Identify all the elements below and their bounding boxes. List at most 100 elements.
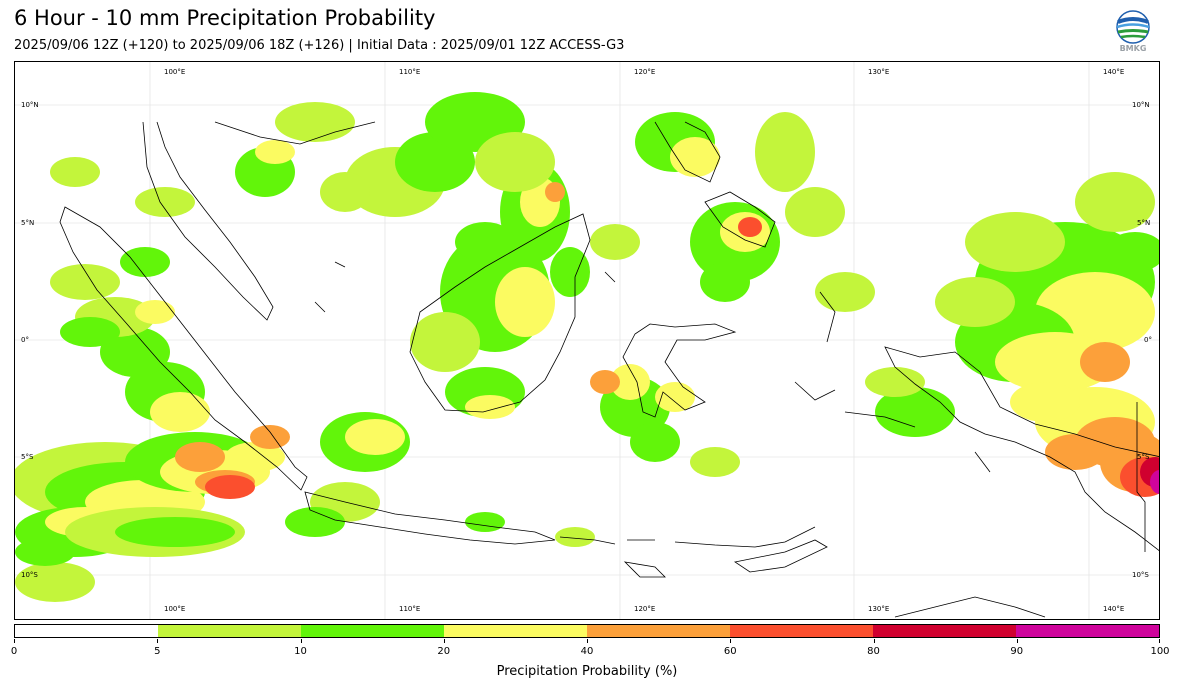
precip-cell [590,224,640,260]
coast-nusa-tenggara [559,526,816,548]
precip-cell [1075,172,1155,232]
lat-label-0-left: 0° [21,336,29,344]
lat-label-5s-left: 5°S [21,453,34,461]
precip-cell [135,187,195,217]
coast-timor [733,539,828,573]
colorbar-bin-5-10 [158,625,301,637]
precip-cell [135,300,175,324]
lon-label-100e-top: 100°E [164,68,186,76]
colorbar-tick [300,639,302,643]
map-canvas [15,62,1159,619]
lon-label-110e-top: 110°E [399,68,421,76]
bmkg-globe-logo-icon [1116,10,1150,44]
colorbar-tick [443,639,445,643]
lon-label-120e-bottom: 120°E [634,605,656,613]
colorbar-tick-label: 60 [723,646,737,657]
precip-cell [250,425,290,449]
precip-cell [1105,232,1159,272]
precip-cell [100,327,170,377]
precip-cell [755,112,815,192]
lat-label-10n-right: 10°N [1132,101,1150,109]
precip-cell [995,332,1115,392]
coastlines [59,121,1159,618]
precip-cell [175,442,225,472]
precip-cell [285,507,345,537]
coast-small-islands [314,261,991,578]
colorbar-tick-label: 20 [437,646,451,657]
lat-label-5s-right: 5°S [1137,453,1150,461]
precip-cell [410,312,480,372]
precip-cell [495,267,555,337]
precip-cell [120,247,170,277]
colorbar-tick-label: 5 [154,646,161,657]
lon-label-120e-top: 120°E [634,68,656,76]
lon-label-130e-top: 130°E [868,68,890,76]
colorbar-tick-label: 80 [867,646,880,657]
colorbar-tick [1159,639,1160,643]
precip-cell [465,395,515,419]
lon-label-140e-top: 140°E [1103,68,1125,76]
coast-borneo [409,213,591,413]
precip-cell [15,538,75,566]
colorbar-tick [14,639,15,643]
precip-cell [815,272,875,312]
precip-cell [205,475,255,499]
precip-cell [320,172,370,212]
precip-cell [1080,342,1130,382]
precip-cell [345,419,405,455]
precip-cell [150,392,210,432]
precip-cell [875,387,955,437]
coast-philippines [654,121,776,248]
precip-cell [590,370,620,394]
colorbar [14,624,1160,638]
precip-cell [865,367,925,397]
precip-cell [630,422,680,462]
colorbar-tick [157,639,159,643]
precip-cell [50,264,120,300]
precip-cell [555,527,595,547]
logo-text: BMKG [1119,44,1147,53]
precip-cell [115,517,235,547]
colorbar-bin-0-5 [15,625,158,637]
precip-cell [455,222,515,262]
page-subtitle: 2025/09/06 12Z (+120) to 2025/09/06 18Z … [14,38,625,53]
lat-label-0-right: 0° [1144,336,1152,344]
precip-cell [550,247,590,297]
lat-label-10n-left: 10°N [21,101,39,109]
coast-malay-peninsula [142,121,274,321]
lat-label-5n-right: 5°N [1137,219,1151,227]
precip-cell [655,382,695,412]
lat-label-10s-right: 10°S [1132,571,1149,579]
colorbar-bin-80-90 [873,625,1016,637]
colorbar-bin-40-60 [587,625,730,637]
precip-cell [785,187,845,237]
precip-cell [1045,434,1105,470]
colorbar-tick-label: 0 [10,646,18,657]
coast-new-guinea [884,346,1159,551]
precip-cell [225,442,285,472]
coast-sumatra [59,206,308,491]
precip-cell [690,447,740,477]
precipitation-field [15,92,1159,602]
precip-cell [670,137,720,177]
coast-indochina [214,121,376,145]
precip-cell [15,562,95,602]
coast-java [304,491,556,545]
precip-cell [50,157,100,187]
lat-label-5n-left: 5°N [21,219,35,227]
precip-cell [475,132,555,192]
precip-cell [1150,470,1159,494]
precip-cell [275,102,355,142]
precip-cell [255,140,295,164]
border-png [1136,402,1146,552]
colorbar-tick-label: 10 [294,646,307,657]
coast-maluku [794,291,916,428]
precip-cell [965,212,1065,272]
lon-label-100e-bottom: 100°E [164,605,186,613]
lon-label-130e-bottom: 130°E [868,605,890,613]
colorbar-bin-10-20 [301,625,444,637]
precip-cell [738,217,762,237]
colorbar-tick-label: 90 [1010,646,1024,657]
precipitation-map: 100°E 110°E 120°E 130°E 140°E 100°E 110°… [14,61,1160,620]
precip-cell [700,262,750,302]
